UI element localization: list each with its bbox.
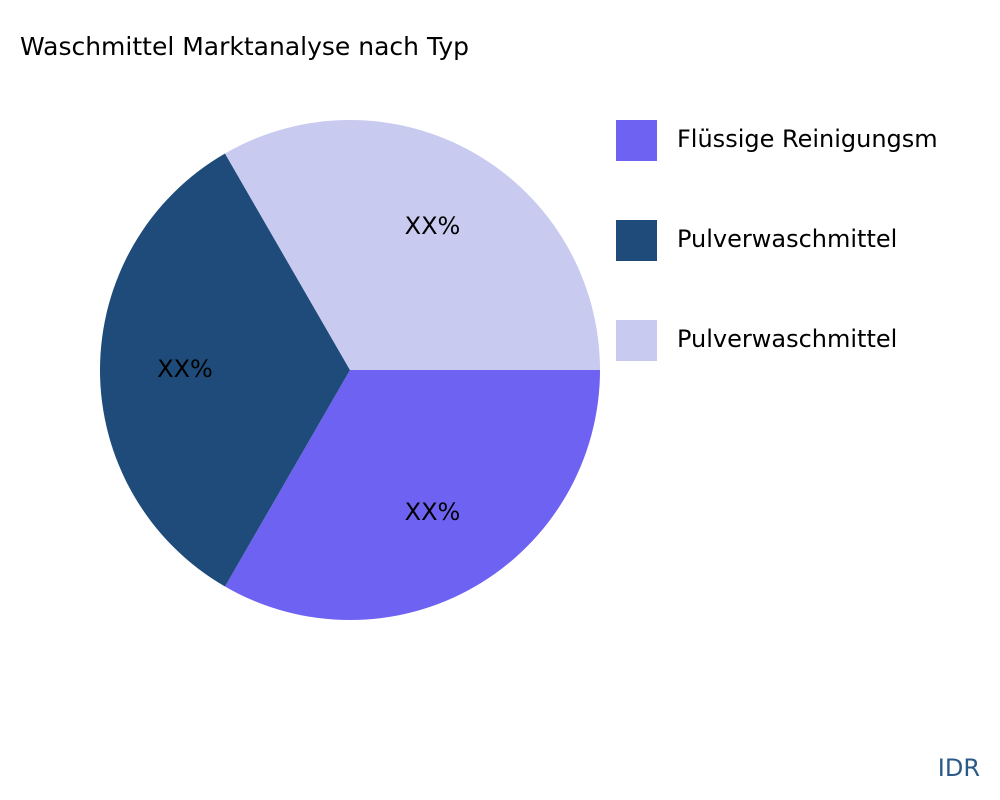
legend-label: Flüssige Reinigungsm (677, 125, 938, 153)
legend-swatch (616, 220, 657, 261)
legend-swatch (616, 320, 657, 361)
pie-slice (225, 370, 600, 620)
slice-label: XX% (405, 212, 461, 240)
chart-title: Waschmittel Marktanalyse nach Typ (20, 32, 469, 61)
pie-slice (225, 119, 600, 370)
legend-label: Pulverwaschmittel (677, 225, 897, 253)
legend-swatch (616, 120, 657, 161)
legend-label: Pulverwaschmittel (677, 325, 897, 353)
slice-label: XX% (405, 498, 461, 526)
watermark: IDR (938, 754, 980, 782)
slice-label: XX% (157, 355, 213, 383)
